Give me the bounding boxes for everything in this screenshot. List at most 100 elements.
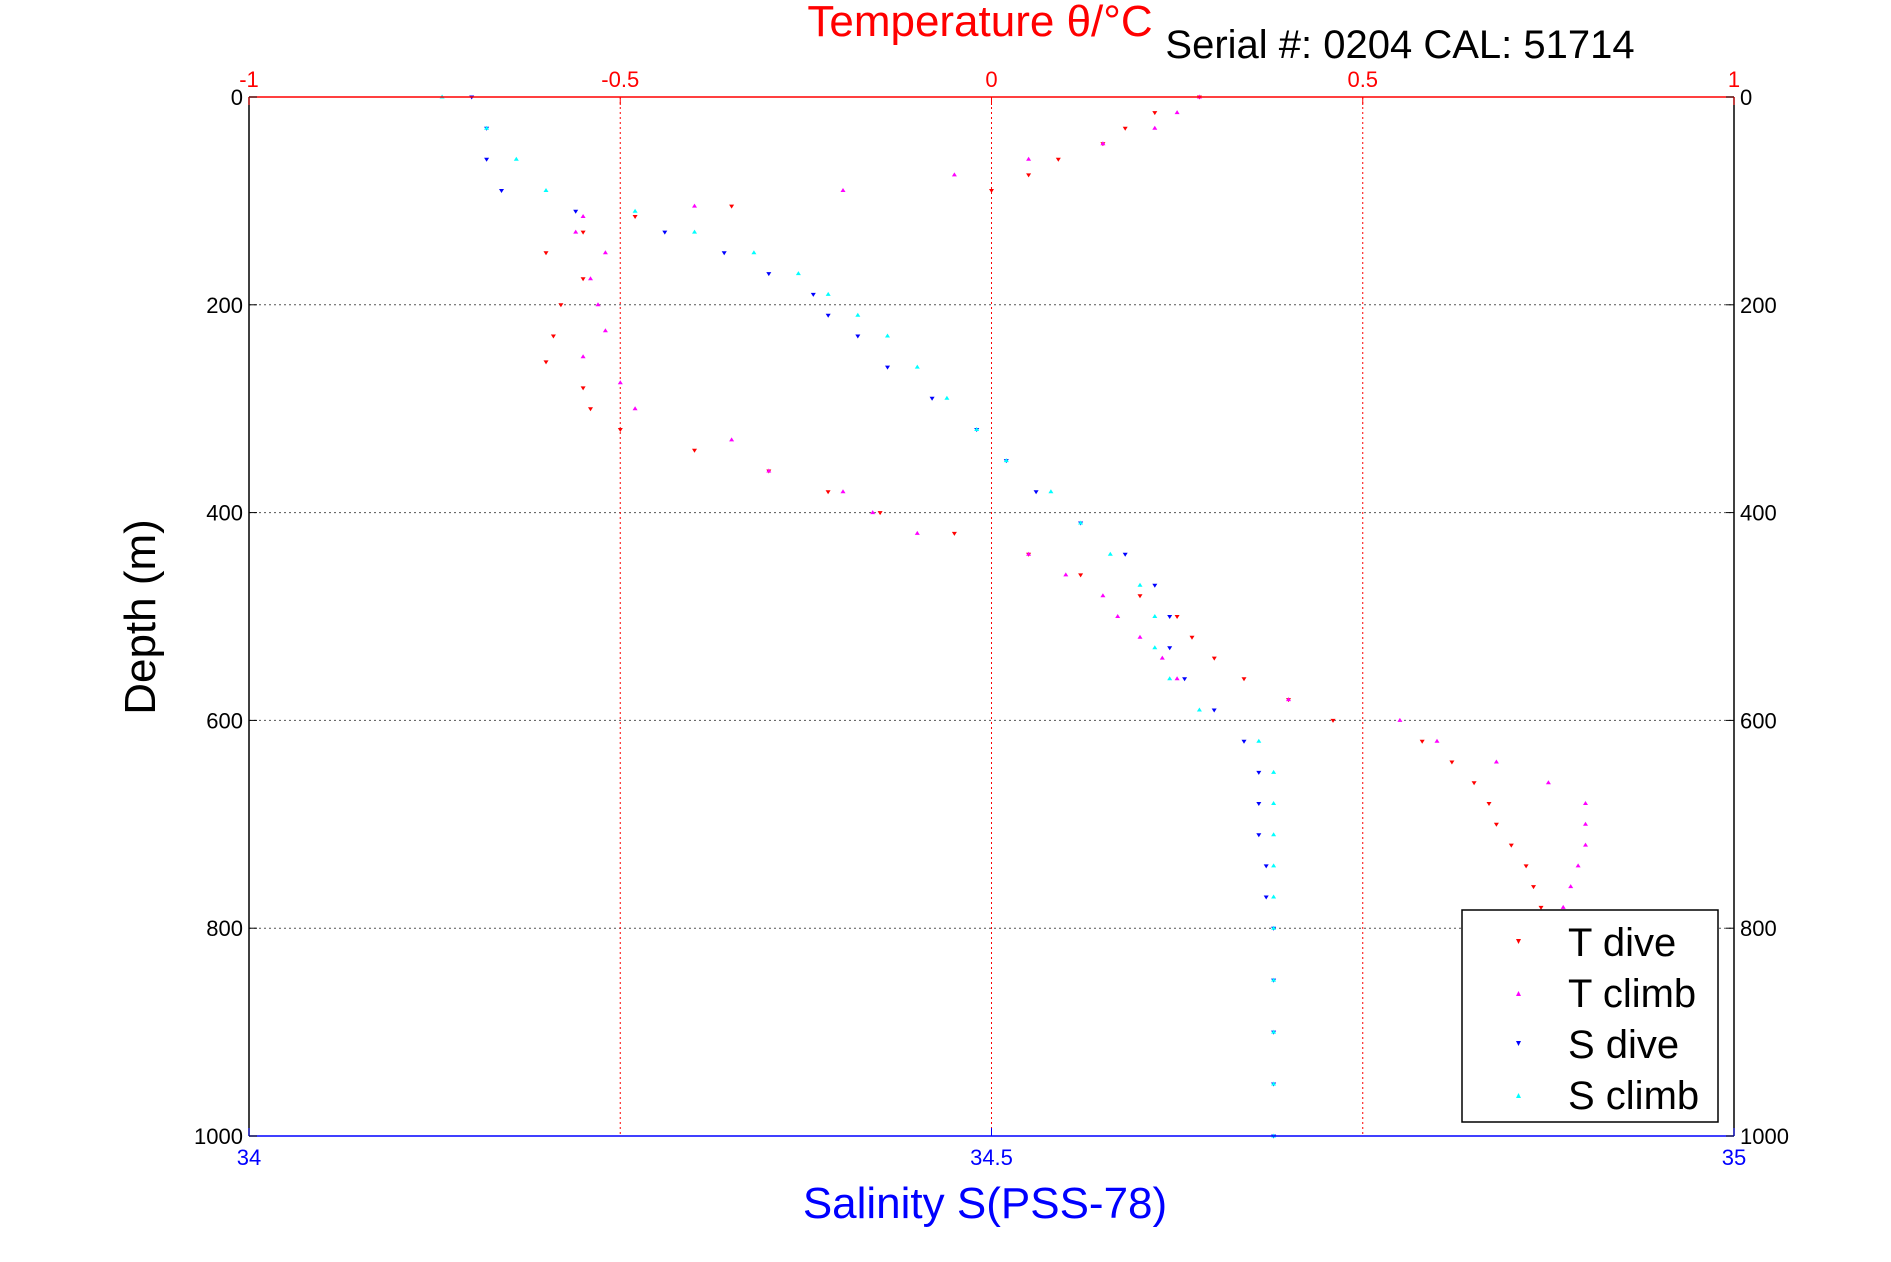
legend-marker-s-dive xyxy=(1516,1041,1521,1046)
tick-label-depth-left-600: 600 xyxy=(206,708,243,733)
data-point-s_climb-26 xyxy=(1271,832,1277,837)
data-point-t_dive-15 xyxy=(580,386,586,391)
data-point-s_climb-16 xyxy=(1078,520,1084,525)
data-point-t_dive-21 xyxy=(877,511,883,516)
data-point-s_dive-2 xyxy=(484,157,490,162)
data-point-t_climb-4 xyxy=(1026,156,1032,161)
data-point-s_climb-8 xyxy=(825,291,831,296)
data-point-t_dive-38 xyxy=(1523,864,1529,869)
data-point-t_climb-26 xyxy=(1137,634,1143,639)
data-point-t_dive-28 xyxy=(1211,656,1217,661)
data-point-t_climb-6 xyxy=(840,188,846,192)
data-point-t_climb-31 xyxy=(1434,738,1440,743)
data-point-t_climb-17 xyxy=(729,437,735,442)
data-point-s_climb-13 xyxy=(974,427,980,431)
data-point-t_climb-36 xyxy=(1583,842,1588,847)
data-point-t_climb-25 xyxy=(1115,614,1121,618)
data-point-s_dive-4 xyxy=(573,209,579,214)
data-point-t_dive-2 xyxy=(1122,126,1128,131)
data-point-s_dive-9 xyxy=(825,313,831,318)
data-point-t_dive-17 xyxy=(617,428,623,432)
legend-label-s-dive: S dive xyxy=(1568,1023,1679,1067)
data-point-t_dive-7 xyxy=(729,204,735,209)
data-point-t_climb-20 xyxy=(870,510,876,515)
data-point-t_climb-8 xyxy=(580,214,586,218)
data-point-s_dive-11 xyxy=(885,365,890,370)
data-point-t_climb-28 xyxy=(1174,676,1180,681)
grid-layer xyxy=(249,97,1734,1136)
data-point-s_climb-24 xyxy=(1271,769,1277,774)
data-point-s_climb-18 xyxy=(1137,582,1143,587)
legend-label-t-dive: T dive xyxy=(1568,921,1676,965)
tick-label-depth-left-1000: 1000 xyxy=(194,1124,243,1149)
data-point-s_climb-23 xyxy=(1256,738,1262,743)
data-point-s_dive-5 xyxy=(662,230,668,235)
data-point-t_dive-27 xyxy=(1189,635,1195,640)
data-point-t_climb-21 xyxy=(914,530,920,535)
data-point-s_climb-12 xyxy=(944,395,950,400)
data-point-t_climb-37 xyxy=(1575,863,1581,868)
data-point-t_dive-35 xyxy=(1486,802,1492,806)
legend-entry-s-dive: S dive xyxy=(1516,1023,1679,1067)
data-point-s_dive-23 xyxy=(1241,739,1247,744)
data-point-s_climb-32 xyxy=(1271,1081,1277,1086)
legend: T dive T climb S dive S climb xyxy=(1461,909,1719,1123)
tick-label-depth-left-200: 200 xyxy=(206,293,243,318)
data-point-s_climb-15 xyxy=(1048,489,1054,494)
data-point-s_climb-11 xyxy=(914,364,920,369)
data-point-t_dive-12 xyxy=(558,303,564,308)
data-point-s_climb-20 xyxy=(1152,645,1158,650)
data-point-t_climb-30 xyxy=(1397,717,1403,722)
data-point-s_climb-30 xyxy=(1271,977,1277,982)
data-point-t_dive-13 xyxy=(550,334,556,339)
data-point-s_dive-10 xyxy=(855,334,861,339)
data-point-s_dive-15 xyxy=(1033,490,1039,495)
data-point-s_climb-25 xyxy=(1271,801,1277,805)
data-point-s_climb-29 xyxy=(1271,925,1277,930)
legend-marker-t-climb xyxy=(1516,991,1521,996)
data-point-t_dive-37 xyxy=(1508,843,1514,848)
data-point-t_dive-5 xyxy=(1026,173,1032,178)
data-point-t_dive-31 xyxy=(1330,718,1336,723)
data-point-s_climb-10 xyxy=(885,333,890,338)
data-point-s_climb-6 xyxy=(751,250,757,255)
data-point-s_dive-20 xyxy=(1167,646,1173,651)
data-point-t_climb-34 xyxy=(1583,801,1588,805)
data-point-t_climb-3 xyxy=(1100,141,1106,146)
tick-label-temperature-1: -0.5 xyxy=(601,67,639,92)
chart-serial-title: Serial #: 0204 CAL: 51714 xyxy=(1165,23,1634,67)
data-point-t_dive-11 xyxy=(580,277,586,282)
data-point-t_dive-18 xyxy=(692,448,697,453)
data-point-s_climb-7 xyxy=(795,271,801,276)
data-point-t_dive-6 xyxy=(989,189,994,193)
data-point-s_dive-8 xyxy=(810,292,816,297)
data-point-s_climb-19 xyxy=(1152,614,1158,618)
tick-label-temperature-4: 1 xyxy=(1728,67,1740,92)
data-point-t_climb-9 xyxy=(573,229,579,234)
data-point-t_dive-39 xyxy=(1531,885,1536,890)
tick-label-salinity-0: 34 xyxy=(237,1145,261,1170)
x-axis-label-salinity: Salinity S(PSS-78) xyxy=(803,1179,1167,1228)
tick-label-depth-left-800: 800 xyxy=(206,916,243,941)
data-point-t_dive-8 xyxy=(632,215,638,219)
data-point-s_climb-28 xyxy=(1271,894,1277,899)
data-point-t_dive-9 xyxy=(580,230,586,235)
tick-label-depth-right-400: 400 xyxy=(1740,501,1777,526)
data-point-s_dive-25 xyxy=(1256,802,1262,806)
data-point-t_climb-22 xyxy=(1026,551,1032,556)
data-point-s_climb-3 xyxy=(543,188,549,192)
legend-entry-t-climb: T climb xyxy=(1516,972,1696,1016)
data-point-t_climb-10 xyxy=(602,250,608,255)
data-point-t_climb-35 xyxy=(1583,821,1588,826)
tick-label-depth-right-600: 600 xyxy=(1740,708,1777,733)
data-point-s_dive-6 xyxy=(721,251,727,256)
legend-entry-t-dive: T dive xyxy=(1516,921,1676,965)
data-point-t_dive-10 xyxy=(543,251,549,256)
y-axis-label: Depth (m) xyxy=(116,519,165,715)
data-point-s_dive-12 xyxy=(929,396,935,401)
tick-label-depth-right-0: 0 xyxy=(1740,85,1752,110)
data-point-t_climb-23 xyxy=(1063,572,1069,577)
data-point-t_climb-12 xyxy=(595,302,601,307)
